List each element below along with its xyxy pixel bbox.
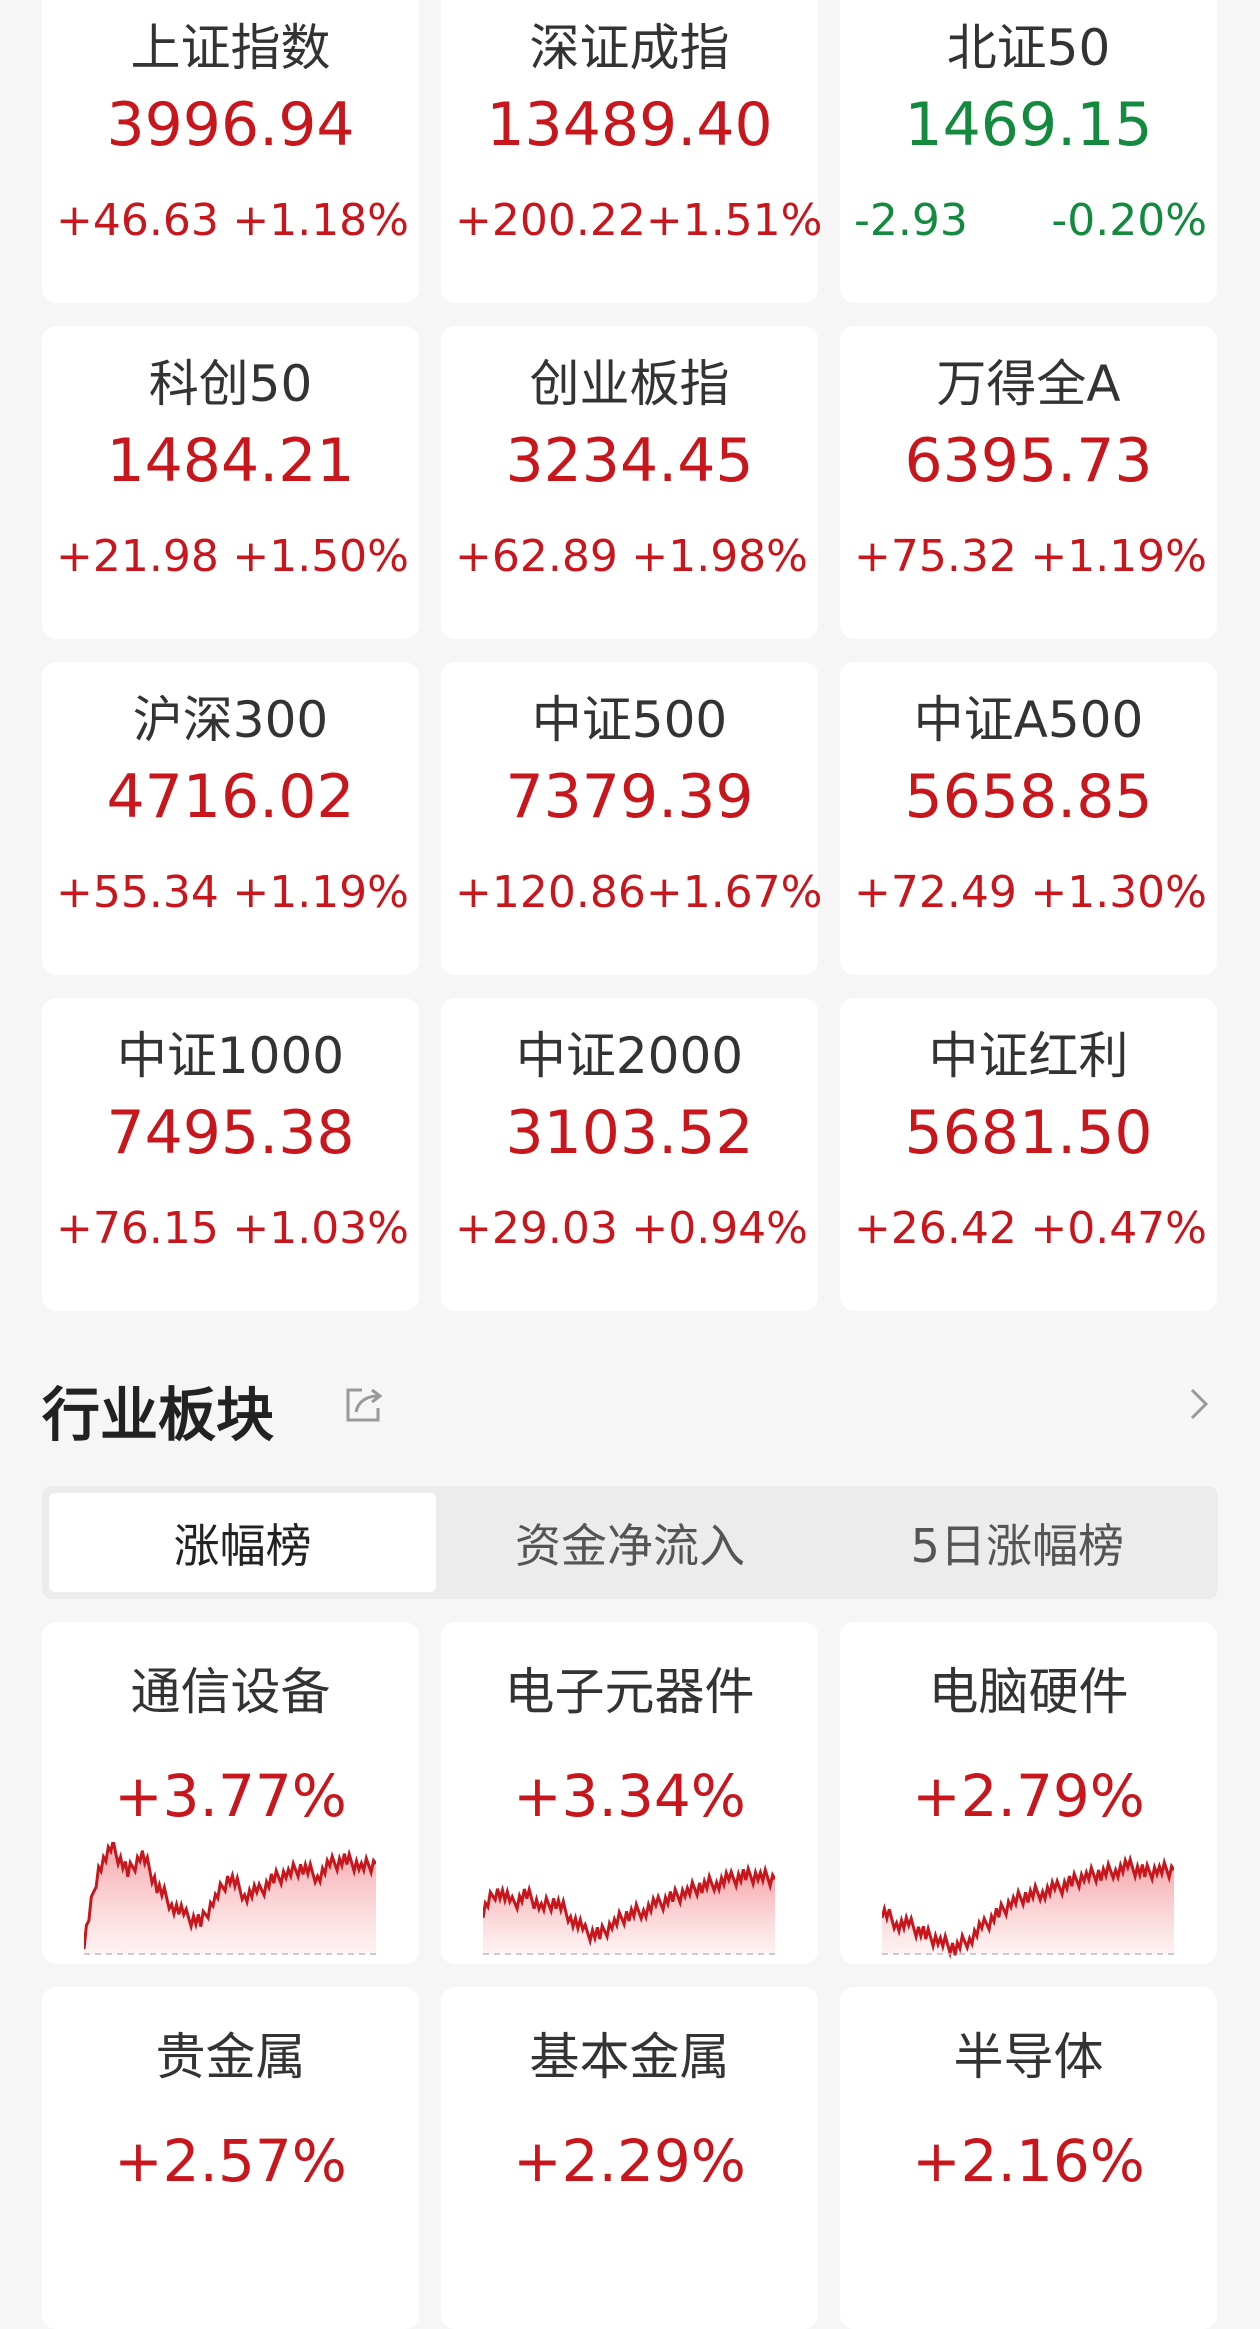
index-card[interactable]: 中证红利 5681.50 +26.42 +0.47% bbox=[840, 998, 1217, 1311]
index-name: 上证指数 bbox=[130, 19, 331, 77]
sector-pct: +3.34% bbox=[513, 1762, 746, 1830]
index-change: +200.22 bbox=[455, 195, 646, 246]
index-change-pct: +1.67% bbox=[645, 867, 823, 918]
index-value: 7379.39 bbox=[505, 762, 754, 832]
index-change: +29.03 bbox=[455, 1203, 618, 1254]
sector-pct: +2.57% bbox=[114, 2127, 347, 2195]
index-card[interactable]: 深证成指 13489.40 +200.22 +1.51% bbox=[441, 0, 822, 303]
sector-name: 电子元器件 bbox=[504, 1663, 755, 1721]
index-value: 6395.73 bbox=[904, 426, 1153, 496]
index-change-pct: +1.03% bbox=[232, 1203, 409, 1254]
sector-name: 基本金属 bbox=[529, 2028, 730, 2086]
sparkline-line bbox=[84, 1842, 376, 1950]
index-change: -2.93 bbox=[854, 195, 968, 246]
sector-sparkline bbox=[483, 1863, 775, 1955]
sector-pct: +2.16% bbox=[912, 2127, 1145, 2195]
index-name: 北证50 bbox=[946, 19, 1111, 77]
index-change: +46.63 bbox=[56, 195, 219, 246]
chevron-right-icon[interactable] bbox=[1178, 1382, 1218, 1426]
sector-card[interactable]: 基本金属 +2.29% bbox=[441, 1987, 818, 2329]
index-change: +120.86 bbox=[455, 867, 646, 918]
sector-pct: +2.29% bbox=[513, 2127, 746, 2195]
index-change-pct: -0.20% bbox=[1051, 195, 1207, 246]
index-change-pct: +1.30% bbox=[1030, 867, 1207, 918]
tab-net-inflow[interactable]: 资金净流入 bbox=[514, 1518, 745, 1573]
sector-name: 半导体 bbox=[953, 2028, 1104, 2086]
sector-card[interactable]: 电脑硬件 +2.79% bbox=[840, 1622, 1217, 1964]
sector-sparkline bbox=[84, 1842, 376, 1955]
index-value: 3103.52 bbox=[505, 1098, 754, 1168]
index-name: 科创50 bbox=[148, 355, 313, 413]
index-name: 创业板指 bbox=[529, 355, 730, 413]
sector-card[interactable]: 半导体 +2.16% bbox=[840, 1987, 1217, 2329]
index-change: +55.34 bbox=[56, 867, 219, 918]
share-icon[interactable] bbox=[342, 1382, 386, 1426]
index-change-pct: +1.51% bbox=[645, 195, 823, 246]
index-name: 万得全A bbox=[936, 355, 1121, 413]
sector-pct: +3.77% bbox=[114, 1762, 347, 1830]
index-change-pct: +1.98% bbox=[631, 531, 808, 582]
index-value: 4716.02 bbox=[106, 762, 355, 832]
sector-sparkline bbox=[882, 1854, 1174, 1960]
sector-name: 通信设备 bbox=[130, 1663, 331, 1721]
sector-name: 贵金属 bbox=[155, 2028, 306, 2086]
index-change: +62.89 bbox=[455, 531, 618, 582]
sparkline-area bbox=[882, 1859, 1174, 1956]
index-value: 3234.45 bbox=[505, 426, 754, 496]
index-card[interactable]: 中证1000 7495.38 +76.15 +1.03% bbox=[42, 998, 419, 1311]
index-card[interactable]: 中证500 7379.39 +120.86 +1.67% bbox=[441, 662, 822, 975]
index-card[interactable]: 万得全A 6395.73 +75.32 +1.19% bbox=[840, 326, 1217, 639]
index-card[interactable]: 中证2000 3103.52 +29.03 +0.94% bbox=[441, 998, 818, 1311]
sector-card[interactable]: 电子元器件 +3.34% bbox=[441, 1622, 818, 1964]
index-grid: 上证指数 3996.94 +46.63 +1.18% 深证成指 13489.40 … bbox=[42, 0, 1218, 1311]
index-change: +76.15 bbox=[56, 1203, 219, 1254]
section-header: 行业板块 bbox=[42, 1368, 1218, 1449]
index-value: 1484.21 bbox=[106, 426, 355, 496]
index-value: 7495.38 bbox=[106, 1098, 355, 1168]
sparkline-line bbox=[483, 1863, 775, 1947]
sector-card[interactable]: 通信设备 +3.77% bbox=[42, 1622, 419, 1964]
index-change-pct: +1.18% bbox=[232, 195, 409, 246]
sparkline-area bbox=[483, 1868, 775, 1954]
index-name: 中证500 bbox=[531, 691, 728, 749]
index-change: +21.98 bbox=[56, 531, 219, 582]
index-card[interactable]: 北证50 1469.15 -2.93 -0.20% bbox=[840, 0, 1217, 303]
index-change-pct: +1.19% bbox=[232, 867, 409, 918]
index-change-pct: +0.47% bbox=[1030, 1203, 1207, 1254]
sector-tabs: 涨幅榜 资金净流入 5日涨幅榜 bbox=[42, 1486, 1218, 1599]
index-change: +26.42 bbox=[854, 1203, 1017, 1254]
sparkline-line bbox=[882, 1854, 1174, 1960]
sector-grid: 通信设备 +3.77% 电子元器件 +3.34% 电脑硬件 +2.79% 贵金属… bbox=[42, 1622, 1218, 2329]
index-change-pct: +1.50% bbox=[232, 531, 409, 582]
sparkline-area bbox=[84, 1842, 376, 1954]
index-name: 沪深300 bbox=[132, 691, 329, 749]
index-card[interactable]: 中证A500 5658.85 +72.49 +1.30% bbox=[840, 662, 1217, 975]
index-name: 深证成指 bbox=[529, 19, 730, 77]
sector-pct: +2.79% bbox=[912, 1762, 1145, 1830]
index-card[interactable]: 创业板指 3234.45 +62.89 +1.98% bbox=[441, 326, 818, 639]
index-value: 3996.94 bbox=[106, 90, 355, 160]
index-name: 中证红利 bbox=[928, 1027, 1129, 1085]
index-name: 中证1000 bbox=[116, 1027, 345, 1085]
index-value: 13489.40 bbox=[486, 90, 773, 160]
sector-name: 电脑硬件 bbox=[928, 1663, 1129, 1721]
index-change: +75.32 bbox=[854, 531, 1017, 582]
index-name: 中证A500 bbox=[913, 691, 1144, 749]
index-change-pct: +0.94% bbox=[631, 1203, 808, 1254]
tab-gain-rank[interactable]: 涨幅榜 bbox=[49, 1493, 437, 1592]
index-card[interactable]: 上证指数 3996.94 +46.63 +1.18% bbox=[42, 0, 419, 303]
sector-card[interactable]: 贵金属 +2.57% bbox=[42, 1987, 419, 2329]
index-change-pct: +1.19% bbox=[1030, 531, 1207, 582]
index-card[interactable]: 沪深300 4716.02 +55.34 +1.19% bbox=[42, 662, 419, 975]
tab-5day-gain[interactable]: 5日涨幅榜 bbox=[910, 1518, 1124, 1573]
index-value: 5681.50 bbox=[904, 1098, 1153, 1168]
index-change: +72.49 bbox=[854, 867, 1017, 918]
section-title: 行业板块 bbox=[42, 1381, 275, 1449]
index-name: 中证2000 bbox=[515, 1027, 744, 1085]
index-card[interactable]: 科创50 1484.21 +21.98 +1.50% bbox=[42, 326, 419, 639]
index-value: 1469.15 bbox=[904, 90, 1153, 160]
index-value: 5658.85 bbox=[904, 762, 1153, 832]
